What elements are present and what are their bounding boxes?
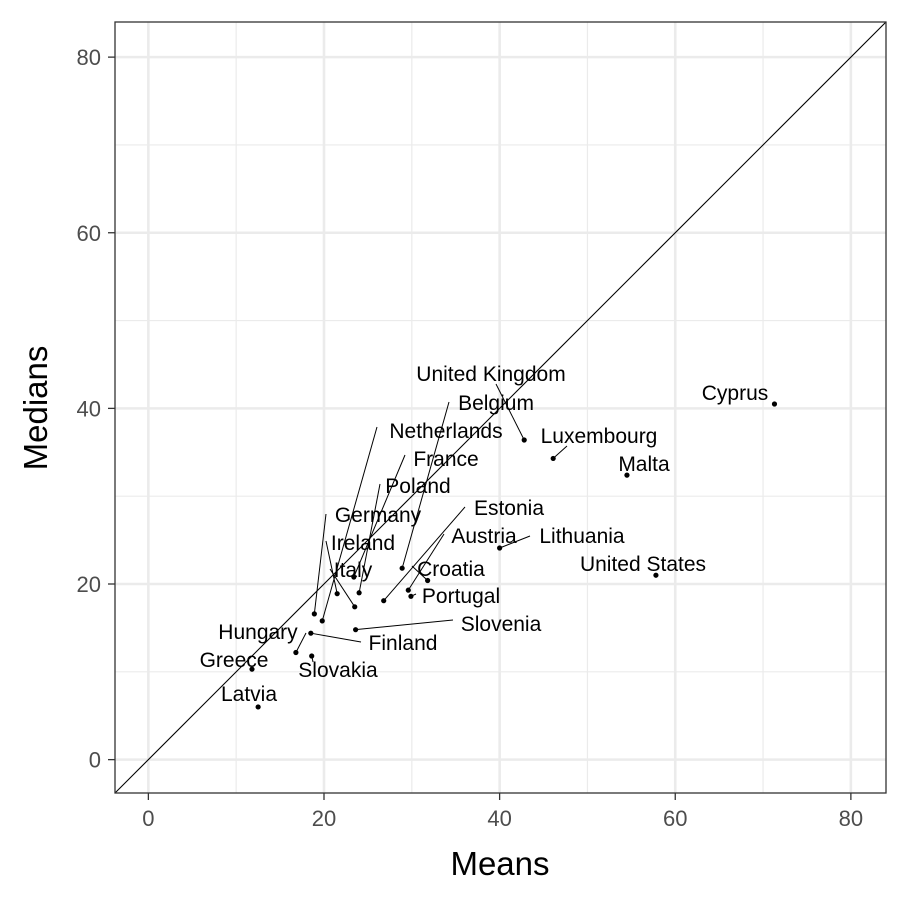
point-united-kingdom: [521, 437, 527, 443]
leader-line-croatia: [411, 565, 428, 581]
point-label-poland: Poland: [385, 475, 450, 498]
point-france: [351, 574, 357, 580]
point-croatia: [425, 577, 431, 584]
grid: [115, 22, 886, 793]
x-tick-label: 40: [487, 806, 511, 831]
y-tick-label: 20: [77, 572, 101, 597]
point-poland: [356, 590, 362, 596]
point-lithuania: [497, 545, 503, 551]
point-label-france: France: [413, 448, 478, 471]
point-netherlands: [319, 618, 325, 624]
leader-line-luxembourg: [552, 445, 568, 459]
x-tick-label: 80: [839, 806, 863, 831]
y-tick-label: 60: [77, 221, 101, 246]
point-label-hungary: Hungary: [218, 621, 298, 644]
point-belgium: [399, 565, 405, 571]
point-finland: [308, 630, 314, 636]
point-cyprus: [771, 401, 778, 407]
point-germany: [311, 611, 317, 617]
y-axis-title: Medians: [17, 346, 54, 471]
point-latvia: [255, 704, 261, 710]
point-label-italy: Italy: [334, 559, 373, 582]
point-label-austria: Austria: [451, 525, 517, 548]
point-label-croatia: Croatia: [417, 558, 485, 581]
point-label-slovenia: Slovenia: [461, 613, 542, 636]
x-axis-ticks: 0 20 40 60 80: [142, 793, 863, 831]
point-label-estonia: Estonia: [474, 497, 544, 520]
point-label-latvia: Latvia: [221, 683, 277, 706]
point-estonia: [381, 598, 387, 604]
point-ireland: [334, 591, 340, 597]
y-tick-label: 0: [89, 748, 101, 773]
panel-border: [114, 21, 887, 794]
point-label-luxembourg: Luxembourg: [541, 425, 658, 448]
point-slovakia: [309, 653, 315, 659]
point-hungary: [293, 649, 299, 656]
point-label-cyprus: Cyprus: [702, 382, 769, 405]
x-tick-label: 60: [663, 806, 687, 831]
point-portugal: [408, 593, 414, 599]
leader-line-italy: [329, 568, 356, 608]
leader-line-netherlands: [321, 426, 378, 622]
point-label-malta: Malta: [618, 453, 670, 476]
leader-line-finland: [310, 632, 362, 643]
leader-line-hungary: [295, 632, 307, 653]
leader-line-lithuania: [499, 535, 531, 549]
y-tick-label: 80: [77, 45, 101, 70]
y-tick-label: 40: [77, 396, 101, 421]
point-label-united-kingdom: United Kingdom: [416, 363, 565, 386]
identity-line: [114, 21, 887, 794]
point-labels: Cyprus Malta United States Luxembourg United…: [200, 363, 769, 706]
point-label-slovakia: Slovakia: [298, 659, 378, 682]
x-tick-label: 0: [142, 806, 154, 831]
y-axis-ticks: 0 20 40 60 80: [77, 45, 115, 773]
leader-line-ireland: [325, 540, 338, 594]
data-points: [249, 401, 778, 710]
point-united-states: [653, 572, 659, 578]
point-label-belgium: Belgium: [458, 392, 534, 415]
point-austria: [405, 587, 411, 593]
point-label-united-states: United States: [580, 553, 706, 576]
x-axis-title: Means: [450, 845, 549, 882]
point-italy: [352, 604, 358, 610]
point-label-ireland: Ireland: [331, 532, 395, 555]
point-label-germany: Germany: [335, 504, 422, 527]
leader-line-belgium: [401, 401, 450, 569]
leader-line-france: [353, 454, 406, 578]
point-luxembourg: [550, 455, 556, 462]
leader-line-poland: [358, 483, 381, 593]
label-leader-lines: [295, 383, 568, 663]
point-greece: [249, 666, 255, 672]
point-label-lithuania: Lithuania: [539, 525, 625, 548]
leader-line-germany: [313, 513, 327, 614]
x-tick-label: 20: [312, 806, 336, 831]
leader-line-estonia: [383, 506, 466, 602]
point-label-finland: Finland: [369, 632, 438, 655]
point-label-netherlands: Netherlands: [389, 420, 502, 443]
leader-line-united-kingdom: [495, 383, 525, 441]
point-label-portugal: Portugal: [422, 585, 500, 608]
leader-line-slovenia: [355, 619, 454, 631]
point-slovenia: [353, 627, 359, 633]
leader-line-austria: [407, 533, 445, 591]
point-malta: [624, 472, 630, 478]
point-label-greece: Greece: [200, 649, 269, 672]
